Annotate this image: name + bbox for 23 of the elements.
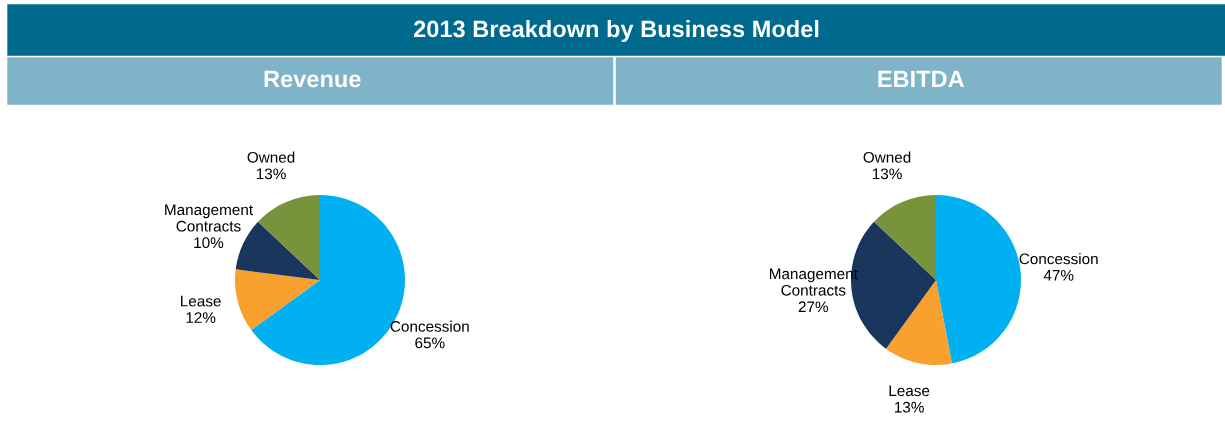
data-label: 27%: [798, 301, 829, 313]
data-label: 65%: [415, 337, 445, 349]
data-label: 12%: [186, 312, 216, 323]
slice-label: Owned: [247, 151, 295, 163]
data-label: 47%: [1043, 269, 1074, 281]
data-label: 10%: [194, 237, 224, 249]
pie-slice: [258, 195, 320, 280]
data-label: 13%: [872, 168, 902, 180]
slice-label: Owned: [863, 151, 911, 163]
pie-slice: [936, 195, 1021, 364]
pie-slice: [886, 280, 952, 365]
text: 2013 Breakdown by Business Model: [413, 20, 819, 42]
pie-slice: [874, 195, 936, 280]
pie-slice: [235, 269, 320, 330]
data-label: 13%: [256, 168, 286, 180]
data-label: 13%: [894, 401, 924, 413]
chart-subtitle: Revenue: [264, 70, 361, 88]
slice-label: Lease: [889, 385, 930, 397]
slice-label: Lease: [181, 295, 221, 307]
slice-label: Concession: [390, 320, 469, 332]
slice-label: Management Contracts: [165, 204, 253, 232]
chart-subtitle: EBITDA: [878, 70, 965, 88]
slice-label: Concession: [1019, 253, 1098, 265]
